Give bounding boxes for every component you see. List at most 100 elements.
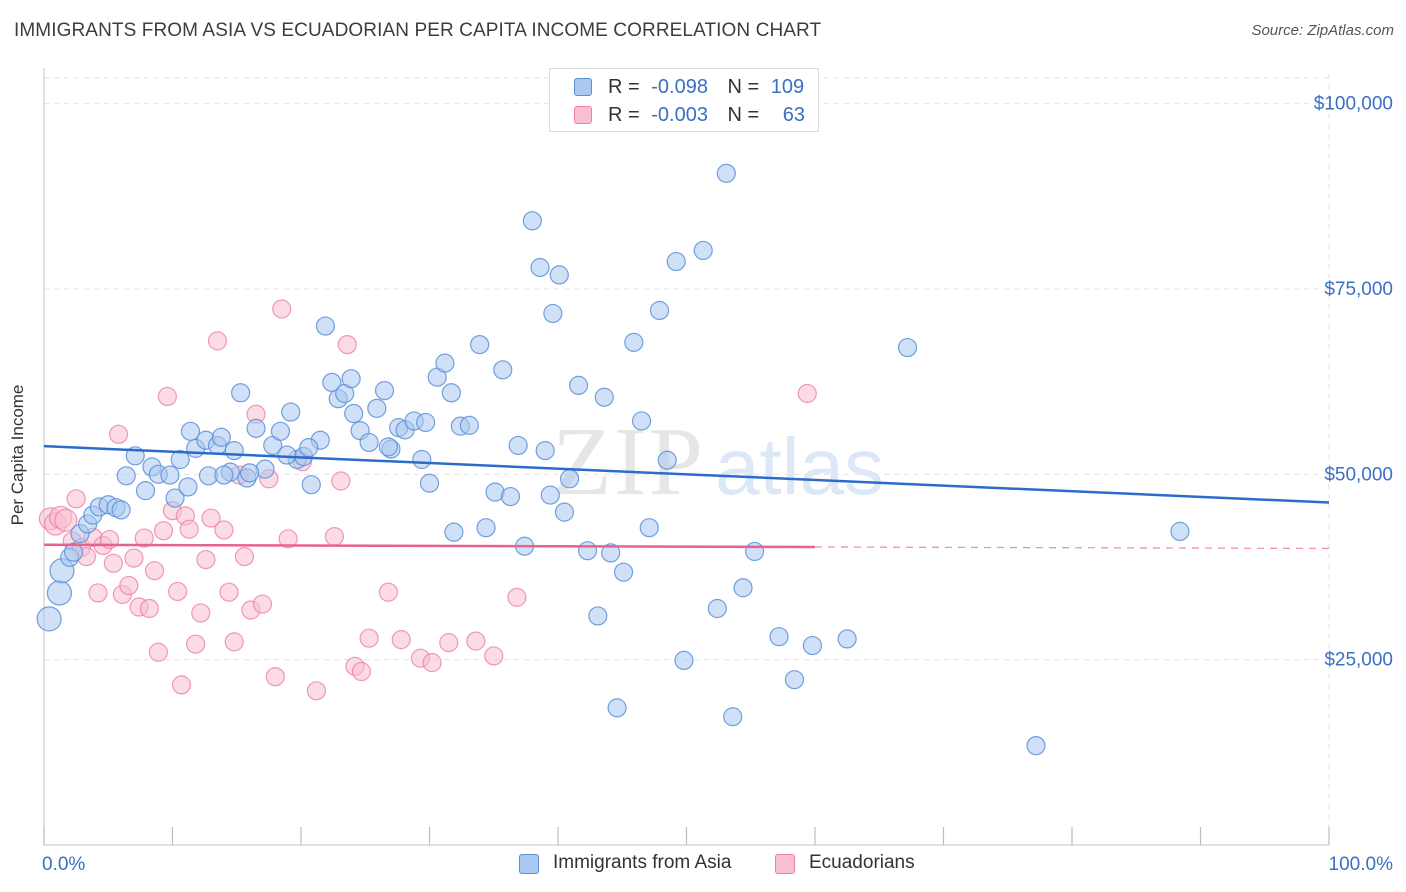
ecuadorians-point bbox=[439, 633, 459, 653]
asia-point bbox=[178, 477, 198, 497]
chart-title: IMMIGRANTS FROM ASIA VS ECUADORIAN PER C… bbox=[14, 20, 822, 41]
asia-point bbox=[322, 372, 342, 392]
ecuadorians-point bbox=[144, 561, 165, 581]
asia-point bbox=[435, 353, 455, 373]
ecuadorians-point bbox=[378, 582, 398, 602]
legend-n-value: 63 bbox=[782, 104, 806, 126]
ecuadorians-point bbox=[507, 587, 527, 607]
legend-n-label: N = bbox=[727, 104, 760, 126]
asia-point bbox=[165, 488, 185, 508]
x-tick-label-left: 0.0% bbox=[42, 854, 85, 875]
ecuadorians-point bbox=[103, 553, 123, 573]
asia-point bbox=[568, 375, 589, 395]
asia-point bbox=[315, 316, 336, 336]
asia-point bbox=[554, 502, 575, 522]
asia-point bbox=[419, 473, 440, 493]
asia-point bbox=[733, 578, 753, 598]
asia-point bbox=[723, 707, 743, 727]
asia-point bbox=[624, 332, 644, 352]
legend-r-label: R = bbox=[608, 76, 640, 98]
ecuadorians-points bbox=[38, 299, 817, 701]
asia-point bbox=[540, 485, 560, 505]
asia-point bbox=[577, 541, 598, 561]
asia-point bbox=[649, 300, 670, 321]
trend-lines bbox=[43, 444, 1330, 550]
y-tick-label: $50,000 bbox=[1324, 464, 1393, 485]
asia-point bbox=[535, 441, 555, 461]
asia-point bbox=[246, 418, 266, 438]
ecuadorians-point bbox=[466, 631, 486, 651]
ecuadorians-point bbox=[422, 653, 442, 673]
ecuadorians-point bbox=[272, 299, 292, 319]
y-axis-label: Per Capita Income bbox=[8, 384, 27, 526]
ecuadorians-point bbox=[179, 519, 199, 539]
ecuadorians-point bbox=[186, 634, 206, 654]
ecuadorians-point bbox=[252, 594, 273, 614]
asia-point bbox=[594, 387, 614, 407]
bottom-legend-label-ecuadorians: Ecuadorians bbox=[809, 852, 915, 873]
ecuadorians-point bbox=[484, 646, 504, 666]
ecuadorians-trend-extension bbox=[814, 546, 1330, 550]
asia-point bbox=[359, 432, 379, 453]
asia-point bbox=[802, 635, 823, 656]
ecuadorians-point bbox=[224, 632, 244, 652]
ecuadorians-point bbox=[351, 661, 371, 682]
asia-point bbox=[270, 421, 291, 441]
asia-point bbox=[459, 415, 479, 435]
asia-point bbox=[522, 211, 542, 231]
ecuadorians-point bbox=[278, 529, 298, 549]
asia-point bbox=[36, 606, 62, 632]
asia-point bbox=[367, 398, 387, 418]
asia-point bbox=[601, 543, 621, 563]
legend-swatch-ecuadorians bbox=[574, 106, 592, 124]
asia-point bbox=[160, 465, 180, 485]
asia-point bbox=[588, 606, 608, 626]
asia-point bbox=[299, 438, 319, 458]
asia-point bbox=[214, 465, 234, 485]
asia-point bbox=[613, 562, 634, 582]
asia-point bbox=[530, 257, 550, 278]
ecuadorians-point bbox=[214, 520, 234, 540]
asia-point bbox=[374, 380, 395, 401]
ecuadorians-point bbox=[66, 489, 86, 509]
ecuadorians-point bbox=[265, 667, 285, 687]
asia-point bbox=[416, 412, 436, 433]
watermark-zip: ZIP bbox=[552, 408, 705, 516]
asia-point bbox=[170, 449, 190, 470]
y-tick-labels: $25,000 $50,000 $75,000 $100,000 bbox=[1314, 94, 1393, 671]
asia-point bbox=[281, 402, 301, 422]
asia-point bbox=[476, 518, 496, 538]
ecuadorians-point bbox=[359, 628, 379, 648]
legend-n-value: 109 bbox=[770, 76, 805, 98]
asia-point bbox=[344, 403, 364, 424]
ecuadorians-point bbox=[54, 508, 78, 532]
legend-r-value: -0.003 bbox=[651, 104, 708, 126]
asia-point bbox=[607, 698, 627, 718]
legend-text-asia: R = -0.098 N = 109 bbox=[608, 76, 804, 99]
x-tick-labels: 0.0% 100.0% bbox=[42, 854, 1393, 875]
asia-point bbox=[508, 435, 528, 456]
ecuadorians-point bbox=[337, 334, 357, 355]
asia-point bbox=[301, 475, 321, 495]
asia-point bbox=[769, 627, 789, 647]
asia-point bbox=[378, 437, 398, 457]
asia-point bbox=[231, 383, 251, 403]
ecuadorians-trend-line bbox=[43, 543, 816, 549]
asia-point bbox=[444, 522, 464, 542]
ecuadorians-point bbox=[324, 526, 345, 547]
legend-r-label: R = bbox=[608, 104, 640, 126]
ecuadorians-point bbox=[219, 582, 239, 602]
legend-n-label: N = bbox=[727, 76, 760, 98]
ecuadorians-point bbox=[134, 528, 154, 548]
ecuadorians-point bbox=[191, 603, 211, 623]
legend-swatch-asia bbox=[574, 78, 592, 96]
watermark: ZIP atlas bbox=[552, 408, 884, 516]
legend-row-asia: R = -0.098 N = 109 bbox=[550, 73, 818, 101]
ecuadorians-point bbox=[139, 598, 159, 619]
legend-text-ecuadorians: R = -0.003 N = 63 bbox=[608, 104, 805, 127]
asia-point bbox=[674, 650, 694, 671]
asia-point bbox=[666, 251, 686, 272]
ecuadorians-point bbox=[797, 383, 817, 404]
asia-point bbox=[549, 265, 569, 285]
